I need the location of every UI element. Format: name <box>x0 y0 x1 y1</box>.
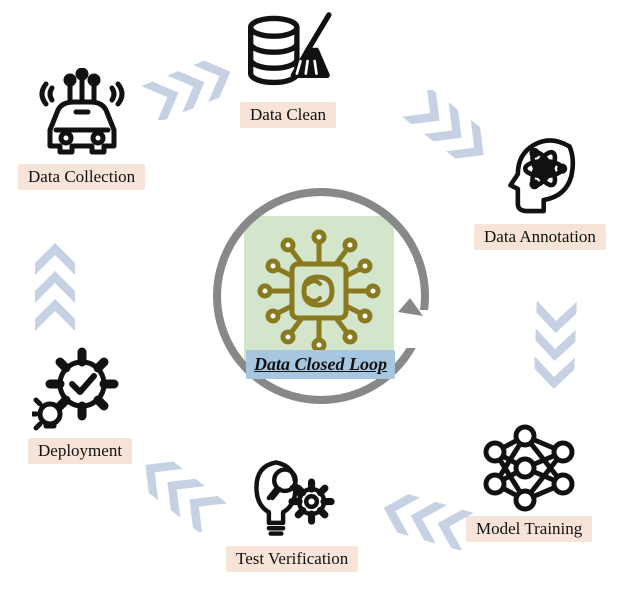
node-label: Deployment <box>28 438 132 464</box>
node-data-clean: Data Clean <box>240 6 336 128</box>
node-label: Model Training <box>466 516 592 542</box>
node-deployment: Deployment <box>28 342 132 464</box>
neural-net-icon <box>481 420 577 516</box>
gear-check-icon <box>32 342 128 438</box>
node-label: Data Collection <box>18 164 145 190</box>
database-clean-icon <box>240 6 336 102</box>
center-label: Data Closed Loop <box>246 350 395 379</box>
node-label: Data Clean <box>240 102 336 128</box>
center-chip-brain-icon <box>254 226 384 356</box>
arrow-3-4 <box>376 490 476 550</box>
node-test-verification: Test Verification <box>226 450 358 572</box>
arrow-4-5 <box>130 452 230 532</box>
ring-arrowhead-icon <box>398 298 428 328</box>
arrow-0-1 <box>140 60 230 120</box>
node-data-collection: Data Collection <box>18 68 145 190</box>
head-atom-icon <box>492 128 588 224</box>
diagram-stage: Data Closed Loop <box>0 0 640 603</box>
node-model-training: Model Training <box>466 420 592 542</box>
bulb-gear-icon <box>244 450 340 546</box>
arrow-5-0 <box>20 222 90 342</box>
node-label: Data Annotation <box>474 224 606 250</box>
arrow-1-2 <box>400 90 490 160</box>
node-data-annotation: Data Annotation <box>474 128 606 250</box>
arrow-2-3 <box>520 290 590 410</box>
car-sensor-icon <box>34 68 130 164</box>
node-label: Test Verification <box>226 546 358 572</box>
